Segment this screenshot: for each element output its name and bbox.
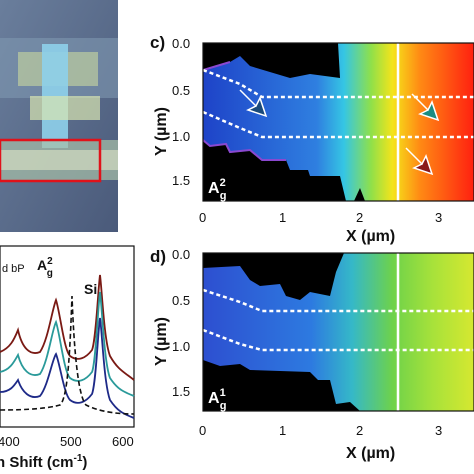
panel-d-mode-label: A1 g — [208, 387, 226, 412]
spectrum-xlabel: n Shift (cm-1) — [0, 453, 87, 471]
y-tick: 1.5 — [172, 384, 190, 399]
x-tick: 1 — [279, 423, 286, 438]
x-tick: 0 — [199, 423, 206, 438]
x-tick-500: 500 — [60, 434, 82, 449]
panel-d-y-ticks: 0.0 0.5 1.0 1.5 — [172, 247, 190, 399]
panel-c-flake — [203, 43, 474, 201]
spectrum-panel: d bP A2 g Si 400 500 600 n Shift (cm-1) — [0, 245, 135, 471]
y-tick: 0.5 — [172, 83, 190, 98]
panel-c-mode-label: A2 g — [208, 177, 226, 202]
panel-d-edge-upper — [203, 288, 474, 313]
panel-d-xlabel: X (µm) — [346, 445, 395, 462]
arrow-teal — [411, 93, 440, 122]
panel-c-edge-upper — [203, 68, 474, 99]
legend-fragment: d bP — [2, 263, 25, 275]
x-tick: 3 — [435, 210, 442, 225]
x-tick-600: 600 — [112, 434, 134, 449]
panel-d-label: d) — [150, 247, 166, 266]
x-tick: 2 — [356, 423, 363, 438]
spectrum-navy — [0, 317, 135, 419]
panel-c-y-ticks: 0.0 0.5 1.0 1.5 — [172, 36, 190, 188]
arrow-brown — [405, 147, 434, 176]
panel-c-x-ticks: 0 1 2 3 — [199, 210, 442, 225]
panel-c-xlabel: X (µm) — [346, 228, 395, 245]
optical-micrograph — [0, 0, 118, 232]
x-tick: 2 — [356, 210, 363, 225]
panel-c-ylabel: Y (µm) — [153, 107, 170, 156]
panel-c-edge-lower — [203, 110, 474, 139]
panel-d-edge-lower — [203, 328, 474, 352]
spectrum-si-dashed — [0, 295, 135, 415]
y-tick: 1.0 — [172, 129, 190, 144]
si-label: Si — [84, 281, 97, 297]
spectrum-teal — [0, 291, 135, 397]
y-tick: 1.0 — [172, 339, 190, 354]
y-tick: 0.0 — [172, 247, 190, 262]
panel-c: c) A2 g 0.0 0.5 1.0 1.5 Y (µm) 0 1 2 3 — [150, 33, 474, 245]
y-tick: 1.5 — [172, 173, 190, 188]
peak-label-a2g: A2 g — [37, 256, 53, 279]
y-tick: 0.0 — [172, 36, 190, 51]
panel-c-label: c) — [150, 33, 165, 52]
y-tick: 0.5 — [172, 293, 190, 308]
panel-d-map — [203, 253, 474, 411]
x-tick-400: 400 — [0, 434, 20, 449]
panel-d-ylabel: Y (µm) — [153, 317, 170, 366]
spectrum-dark-red — [0, 274, 135, 381]
panel-c-map — [203, 43, 474, 201]
x-tick: 0 — [199, 210, 206, 225]
panel-d: d) A1 g 0.0 0.5 1.0 1.5 Y (µm) 0 1 2 3 X … — [150, 247, 474, 462]
x-tick: 3 — [435, 423, 442, 438]
x-tick: 1 — [279, 210, 286, 225]
panel-d-flake — [203, 253, 474, 411]
arrow-navy — [239, 89, 268, 118]
panel-d-x-ticks: 0 1 2 3 — [199, 423, 442, 438]
selection-box — [0, 138, 102, 183]
